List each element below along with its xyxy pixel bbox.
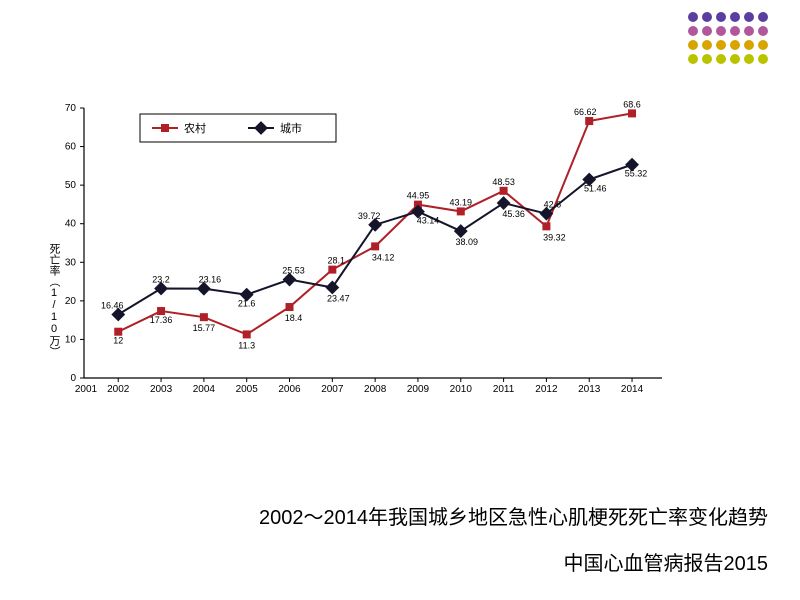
chart-source: 中国心血管病报告2015 bbox=[0, 547, 768, 576]
point-label: 68.6 bbox=[623, 100, 641, 109]
decor-dot bbox=[702, 40, 712, 50]
x-tick-label: 2012 bbox=[535, 384, 558, 395]
decor-dot bbox=[744, 40, 754, 50]
point-label: 23.47 bbox=[327, 293, 350, 303]
mortality-chart: 0 10 20 30 40 50 60 70 死亡率（1/10万） 2001 2002 2003 200… bbox=[48, 100, 688, 430]
x-tick-label: 2008 bbox=[364, 384, 387, 395]
marker-diamond bbox=[454, 224, 468, 238]
point-label: 18.4 bbox=[285, 313, 303, 323]
y-tick-label: 70 bbox=[65, 103, 77, 114]
point-label: 48.53 bbox=[492, 177, 515, 187]
point-label: 11.3 bbox=[238, 340, 255, 350]
decor-dot bbox=[744, 12, 754, 22]
point-label: 55.32 bbox=[625, 169, 648, 179]
x-tick-label: 2005 bbox=[236, 384, 259, 395]
point-label: 42.6 bbox=[544, 200, 562, 210]
decor-dot bbox=[758, 12, 768, 22]
marker-square bbox=[200, 313, 208, 321]
decor-dot bbox=[716, 54, 726, 64]
decor-dot bbox=[744, 54, 754, 64]
x-tick-label: 2010 bbox=[450, 384, 473, 395]
decor-dot bbox=[702, 54, 712, 64]
x-tick-label: 2007 bbox=[321, 384, 344, 395]
point-label: 23.16 bbox=[199, 275, 222, 285]
point-label: 66.62 bbox=[574, 107, 597, 117]
x-tick-label: 2014 bbox=[621, 384, 644, 395]
decor-dot bbox=[758, 54, 768, 64]
marker-square bbox=[328, 266, 336, 274]
marker-diamond bbox=[325, 281, 339, 295]
point-label: 16.46 bbox=[101, 301, 124, 311]
point-label: 21.6 bbox=[238, 299, 256, 309]
marker-square bbox=[500, 187, 508, 195]
x-tick-label: 2011 bbox=[493, 384, 515, 395]
point-label: 15.77 bbox=[193, 323, 216, 333]
x-tick-label: 2004 bbox=[193, 384, 216, 395]
x-tick-label: 2003 bbox=[150, 384, 173, 395]
point-label: 43.14 bbox=[417, 216, 440, 226]
x-tick-label: 2006 bbox=[278, 384, 301, 395]
y-tick-label: 40 bbox=[65, 219, 77, 230]
marker-square bbox=[371, 242, 379, 250]
marker-square bbox=[243, 330, 251, 338]
decor-dot bbox=[730, 54, 740, 64]
point-label: 38.09 bbox=[456, 237, 479, 247]
x-tick-label: 2013 bbox=[578, 384, 601, 395]
decor-dot bbox=[758, 26, 768, 36]
decor-dot bbox=[702, 26, 712, 36]
decor-dot-grid bbox=[688, 12, 772, 68]
decor-dot bbox=[688, 40, 698, 50]
y-tick-label: 20 bbox=[65, 296, 77, 307]
legend-label: 农村 bbox=[184, 121, 206, 135]
decor-dot bbox=[688, 54, 698, 64]
marker-square bbox=[161, 124, 169, 132]
marker-square bbox=[157, 307, 165, 315]
marker-square bbox=[457, 207, 465, 215]
y-tick-label: 50 bbox=[65, 180, 77, 191]
decor-dot bbox=[730, 26, 740, 36]
y-tick-label: 30 bbox=[65, 257, 77, 268]
point-label: 45.36 bbox=[502, 209, 525, 219]
marker-square bbox=[628, 109, 636, 117]
x-tick-label: 2009 bbox=[407, 384, 430, 395]
point-label: 17.36 bbox=[150, 315, 173, 325]
decor-dot bbox=[730, 12, 740, 22]
point-label: 44.95 bbox=[407, 191, 430, 201]
y-tick-label: 10 bbox=[65, 334, 77, 345]
decor-dot bbox=[716, 12, 726, 22]
decor-dot bbox=[688, 26, 698, 36]
point-label: 28.1 bbox=[328, 256, 346, 266]
decor-dot bbox=[758, 40, 768, 50]
y-axis-title: 死亡率（1/10万） bbox=[48, 243, 61, 357]
decor-dot bbox=[702, 12, 712, 22]
point-label: 39.32 bbox=[543, 232, 566, 242]
point-label: 25.53 bbox=[282, 266, 305, 276]
point-label: 51.46 bbox=[584, 184, 607, 194]
decor-dot bbox=[688, 12, 698, 22]
marker-square bbox=[286, 303, 294, 311]
x-tick-label: 2001 bbox=[75, 384, 98, 395]
point-label: 43.19 bbox=[450, 197, 473, 207]
x-tick-label: 2002 bbox=[107, 384, 130, 395]
chart-caption: 2002～2014年我国城乡地区急性心肌梗死死亡率变化趋势 bbox=[0, 501, 768, 530]
y-tick-label: 0 bbox=[70, 373, 76, 384]
point-label: 34.12 bbox=[372, 252, 395, 262]
decor-dot bbox=[730, 40, 740, 50]
point-label: 12 bbox=[113, 336, 123, 346]
decor-dot bbox=[716, 26, 726, 36]
y-tick-label: 60 bbox=[65, 142, 77, 153]
marker-square bbox=[542, 222, 550, 230]
point-label: 23.2 bbox=[152, 275, 170, 285]
decor-dot bbox=[716, 40, 726, 50]
legend-label: 城市 bbox=[280, 121, 302, 135]
marker-diamond bbox=[254, 121, 268, 135]
point-label: 39.72 bbox=[358, 211, 381, 221]
marker-diamond bbox=[497, 196, 511, 210]
marker-square bbox=[585, 117, 593, 125]
marker-square bbox=[114, 328, 122, 336]
decor-dot bbox=[744, 26, 754, 36]
